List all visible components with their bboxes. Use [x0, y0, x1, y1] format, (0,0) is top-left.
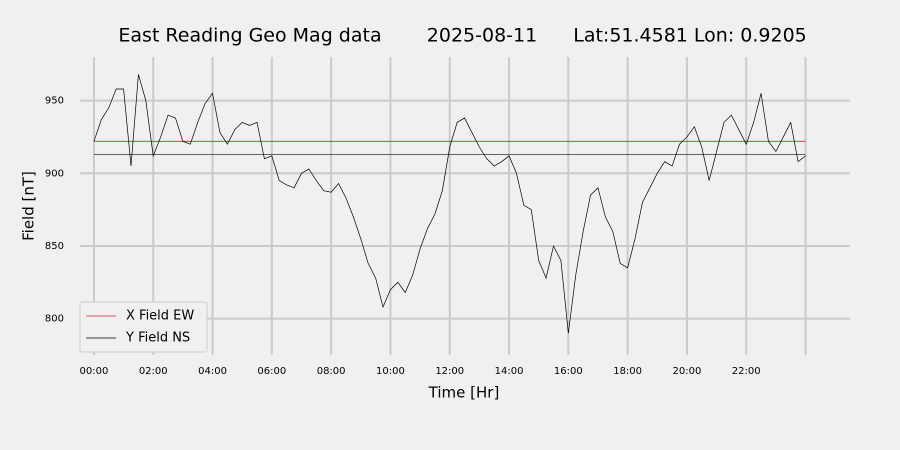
x-tick-label: 20:00	[673, 366, 702, 377]
x-tick-label: 12:00	[435, 366, 464, 377]
x-tick-label: 02:00	[139, 366, 168, 377]
x-tick-label: 10:00	[376, 366, 405, 377]
x-tick-label: 08:00	[317, 366, 346, 377]
chart-title: East Reading Geo Mag data	[118, 25, 381, 47]
y-tick-label: 900	[45, 168, 64, 179]
legend-label: Y Field NS	[125, 331, 190, 346]
y-tick-label: 850	[45, 241, 64, 252]
x-tick-label: 06:00	[257, 366, 286, 377]
x-tick-label: 22:00	[732, 366, 761, 377]
legend-box	[79, 301, 208, 353]
y-axis-label: Field [nT]	[20, 171, 38, 241]
y-tick-label: 950	[45, 96, 64, 107]
legend-label: X Field EW	[126, 309, 194, 324]
chart-date: 2025-08-11	[427, 25, 537, 47]
x-tick-label: 14:00	[495, 366, 524, 377]
chart-location: Lat:51.4581 Lon: 0.9205	[573, 25, 807, 47]
x-tick-label: 16:00	[554, 366, 583, 377]
x-tick-label: 04:00	[198, 366, 227, 377]
y-tick-label: 800	[45, 314, 64, 325]
x-tick-label: 00:00	[80, 366, 109, 377]
x-tick-label: 18:00	[613, 366, 642, 377]
series-line	[93, 74, 806, 334]
legend: X Field EW Y Field NS	[79, 301, 208, 353]
x-axis-label: Time [Hr]	[428, 384, 500, 402]
